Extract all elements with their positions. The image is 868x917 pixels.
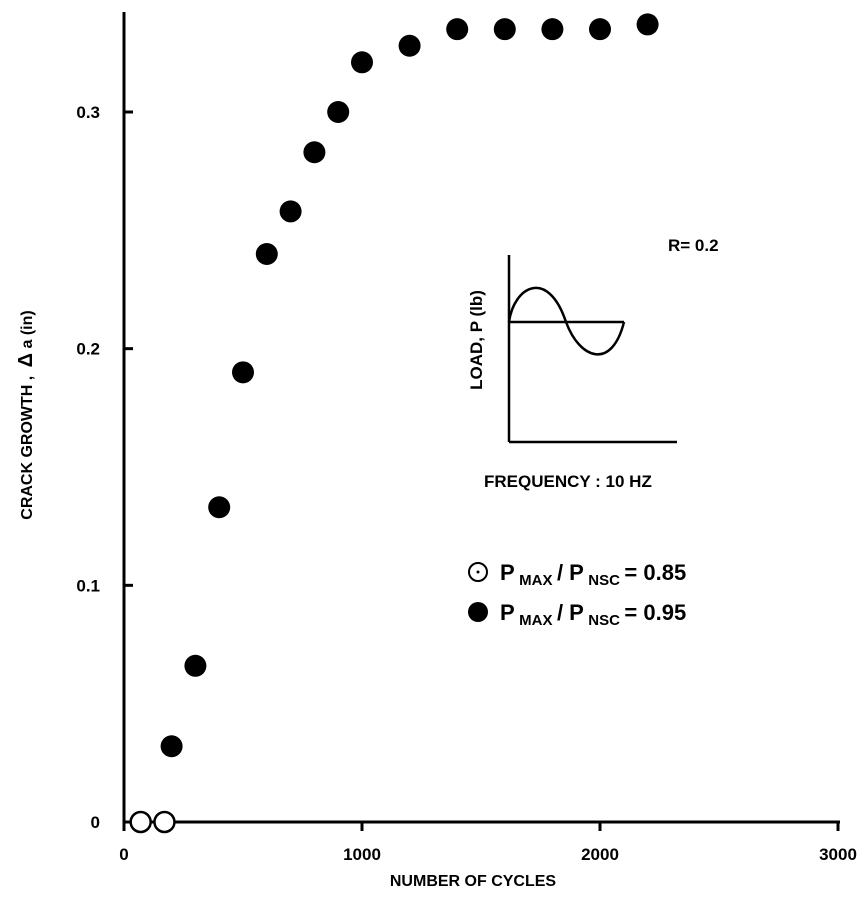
legend-marker-dot [476,570,480,574]
y-axis-title-delta: Δ [15,353,37,367]
legend-label-085: P MAX / P NSC = 0.85 [500,560,686,589]
data-point-open [129,810,152,834]
data-point-open [153,810,176,834]
y-axis-title-prefix: CRACK GROWTH , [19,376,36,520]
inset-y-label: LOAD, P (lb) [467,290,486,390]
legend-label-095-value: = 0.95 [624,600,686,625]
data-point-filled [232,361,254,384]
data-point-filled [398,34,421,57]
x-tick-label: 3000 [819,845,857,864]
legend-label-095-p: P [500,600,515,625]
legend-label-085-nsc: NSC [588,572,620,589]
legend-label-085-p: P [500,560,515,585]
y-axis-title-suffix: a (in) [19,310,36,348]
data-point-filled [589,18,611,41]
data-point-filled [160,735,183,758]
y-tick-label: 0 [91,813,100,832]
legend-label-095-mid: / P [557,600,584,625]
y-tick-label: 0.3 [76,103,100,122]
legend-label-095-nsc: NSC [588,612,620,629]
load-waveform-inset: LOAD, P (lb) [467,255,677,444]
frequency-label: FREQUENCY : 10 HZ [484,472,652,491]
data-point-filled [351,51,373,74]
legend-marker-filled-circle [468,602,488,622]
data-point-filled [327,101,350,123]
x-tick-label: 0 [119,845,128,864]
data-point-filled [636,13,659,36]
data-point-filled [541,18,564,41]
x-tick-label: 1000 [343,845,381,864]
legend-label-085-value: = 0.85 [624,560,686,585]
y-ticks: 0 0.1 0.2 0.3 [76,103,133,832]
legend-label-095-max: MAX [519,612,552,629]
data-point-filled [184,654,207,677]
y-tick-label: 0.2 [76,340,100,359]
legend-item-085: P MAX / P NSC = 0.85 [468,560,686,589]
data-point-filled [255,243,278,265]
x-tick-label: 2000 [581,845,619,864]
data-points [129,13,659,834]
y-axis-title: CRACK GROWTH , Δ a (in) [15,310,37,519]
legend-label-085-max: MAX [519,572,552,589]
legend-item-095: P MAX / P NSC = 0.95 [468,600,686,629]
x-ticks: 0 1000 2000 3000 [119,822,857,864]
r-ratio-label: R= 0.2 [668,236,719,255]
legend-label-085-mid: / P [557,560,584,585]
data-point-filled [446,18,469,41]
legend: P MAX / P NSC = 0.85 P MAX / P NSC = 0.9… [468,560,686,629]
y-tick-label: 0.1 [76,576,100,595]
data-point-filled [303,141,326,164]
x-axis-title: NUMBER OF CYCLES [390,873,557,890]
data-point-filled [208,496,231,519]
inset-sine-wave [507,286,626,356]
data-point-filled [279,200,302,223]
data-point-filled [493,18,516,41]
legend-label-095: P MAX / P NSC = 0.95 [500,600,686,629]
